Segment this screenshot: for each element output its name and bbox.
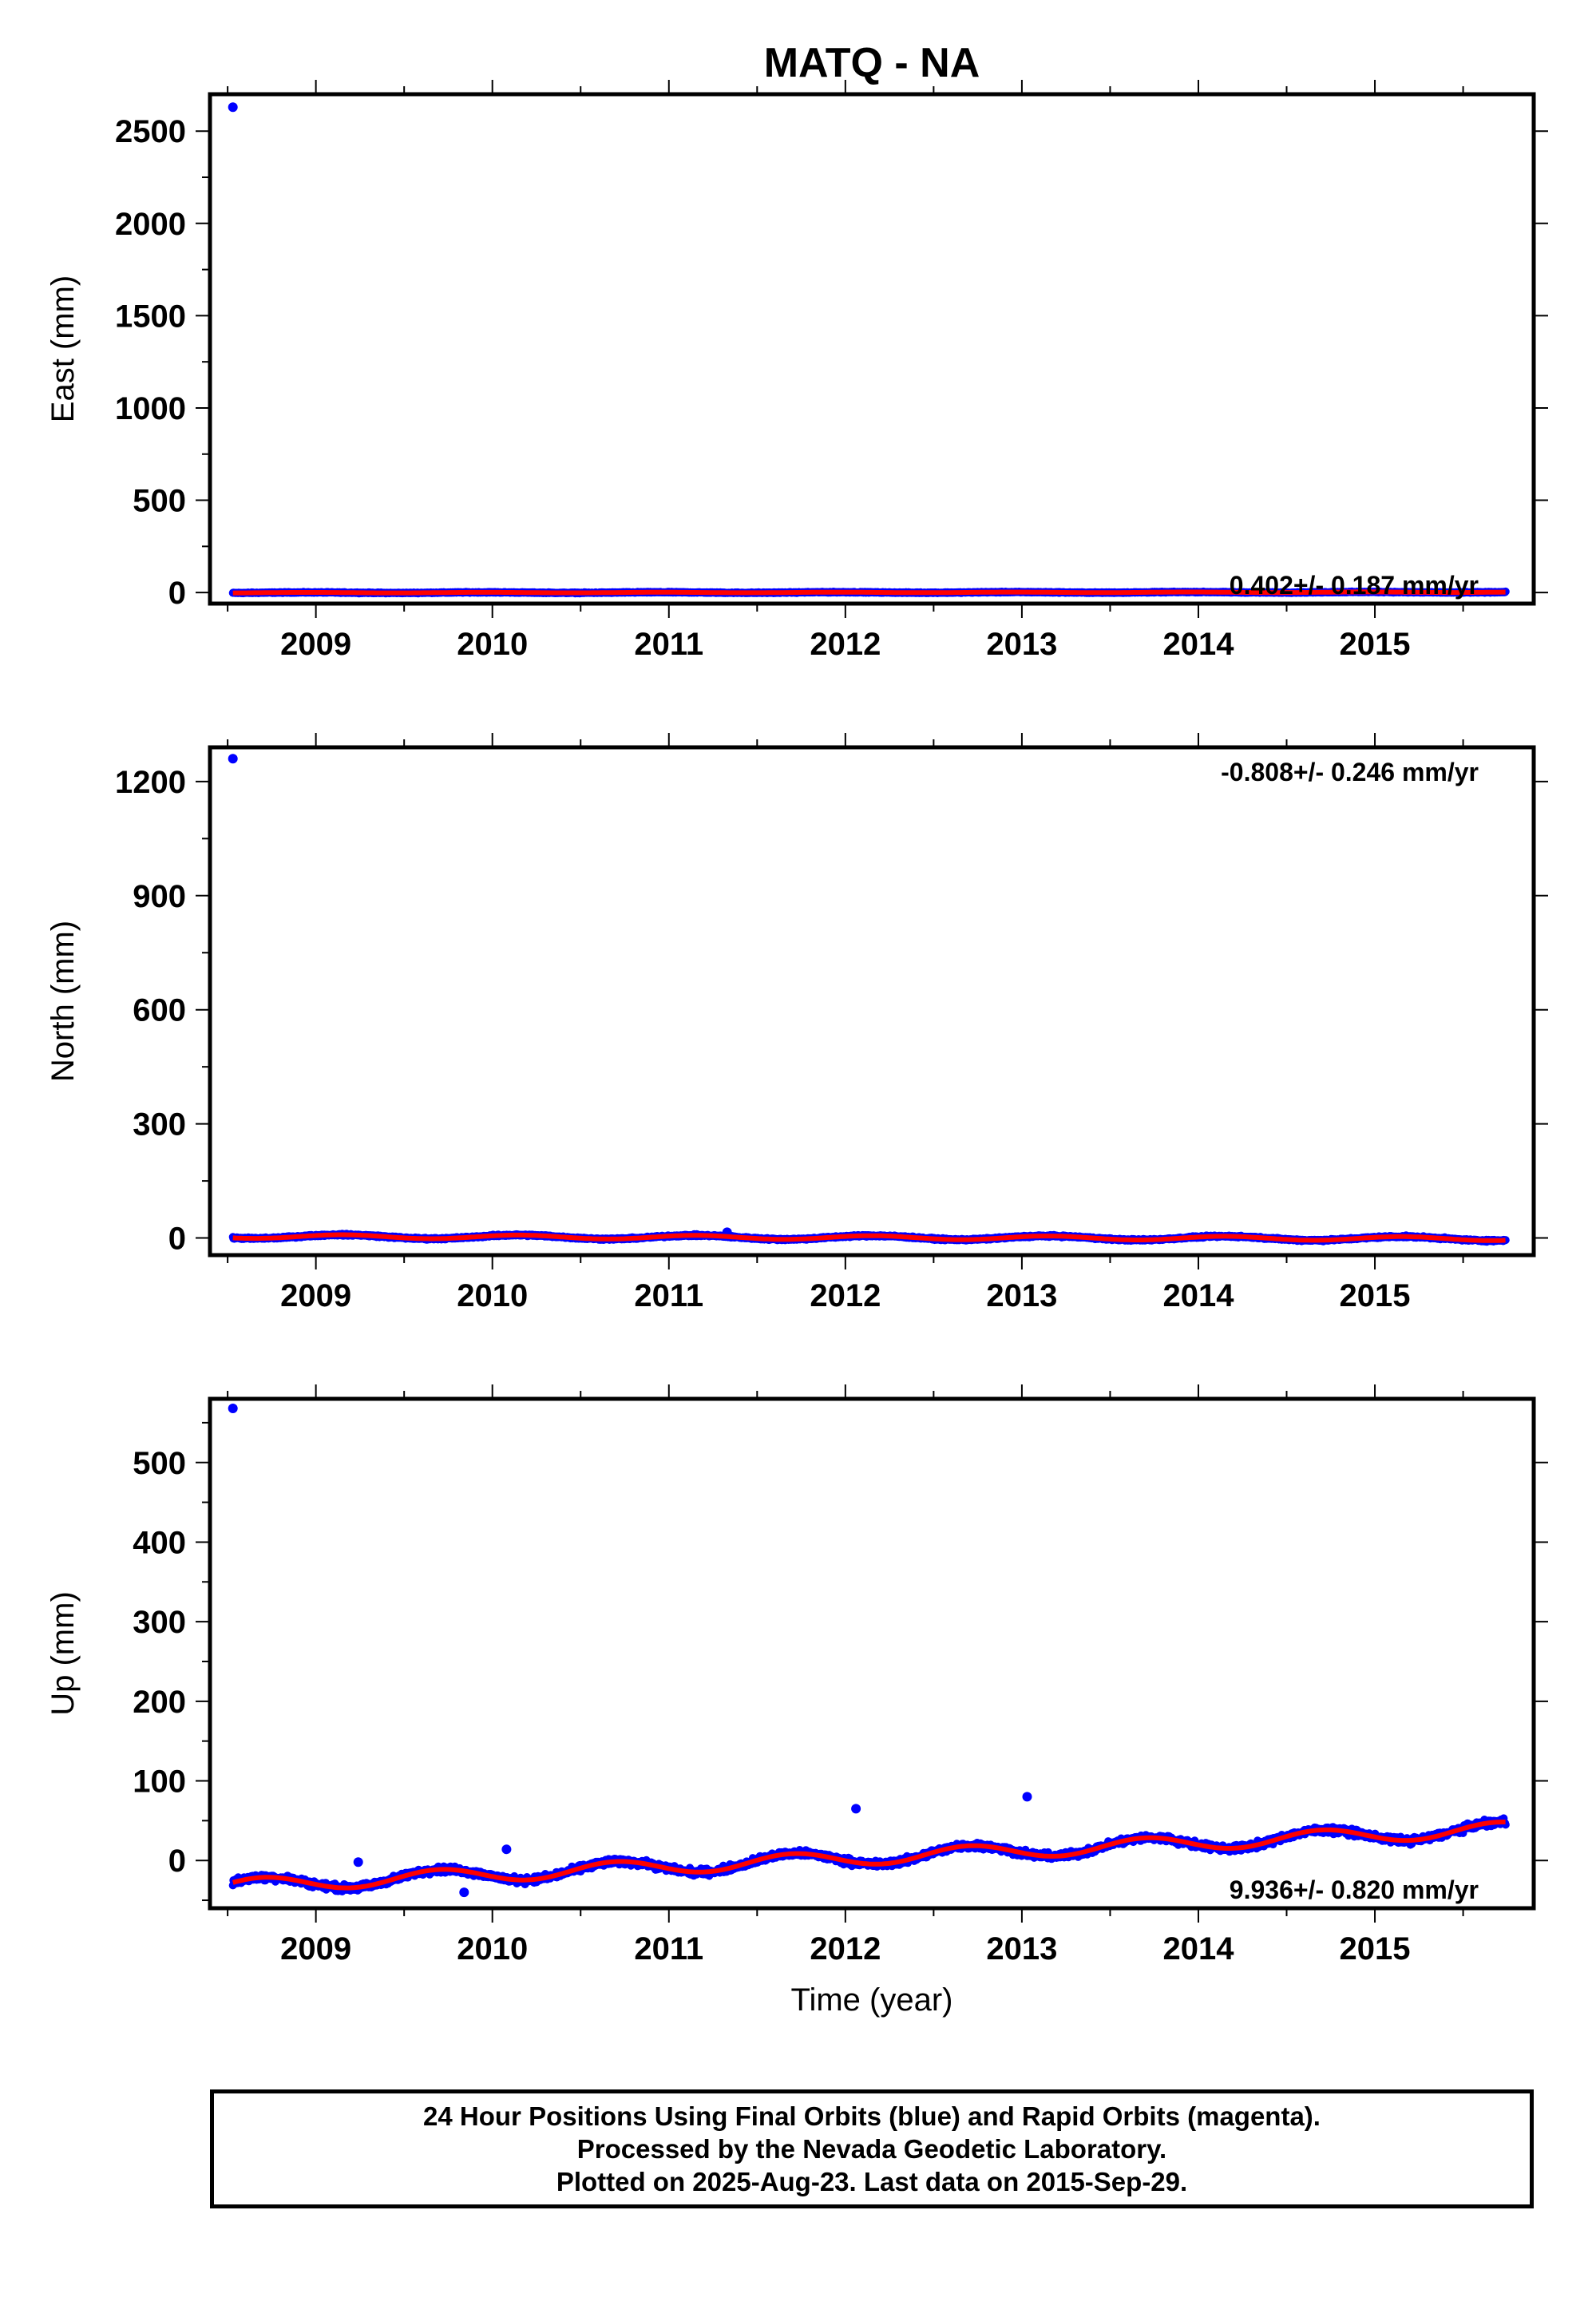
data-points-panel-2: [228, 754, 1510, 1246]
y-axis-label: East (mm): [46, 275, 81, 422]
panel-1: 2009 2010 2011 2012 2013 2014 2015 0 500 1000 1500…: [46, 80, 1548, 662]
x-tick-label: 2015: [1340, 627, 1411, 662]
y-tick-label: 500: [133, 484, 186, 519]
x-tick-label: 2009: [280, 627, 351, 662]
x-tick-label: 2011: [634, 627, 703, 662]
y-tick-label: 1000: [115, 391, 186, 426]
x-tick-label: 2010: [457, 627, 528, 662]
y-tick-label: 2500: [115, 114, 186, 149]
plot-frame: [208, 92, 1536, 606]
outlier-point: [228, 102, 238, 113]
y-tick-label: 0: [168, 576, 186, 611]
x-tick-label: 2014: [1162, 627, 1234, 662]
x-tick-label: 2012: [810, 627, 881, 662]
data-points-panel-1: [228, 102, 1510, 598]
y-tick-label: 2000: [115, 207, 186, 242]
y-tick-label: 1500: [115, 299, 186, 334]
panel-2: 2009 2010 2011 2012 2013 2014 2015030060090012…: [46, 733, 1548, 1313]
velocity-label: 0.402+/- 0.187 mm/yr: [1230, 571, 1479, 600]
chart-title: MATQ - NA: [764, 40, 980, 86]
x-tick-label: 2013: [986, 627, 1057, 662]
panels-group: 2009 2010 2011 2012 2013 2014 2015 0 500 1000 1500…: [46, 80, 1548, 2018]
